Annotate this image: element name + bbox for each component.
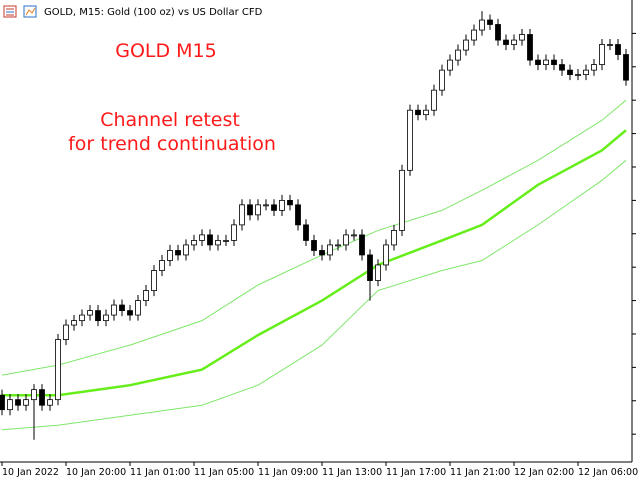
candle-body <box>439 69 445 91</box>
candle-body <box>591 64 597 71</box>
candle-body <box>335 244 341 247</box>
candle-body <box>407 109 413 171</box>
candle-body <box>263 204 269 207</box>
candle-body <box>415 109 421 116</box>
annotation: for trend continuation <box>68 133 276 155</box>
candle-body <box>487 19 493 25</box>
x-tick-label: 11 Jan 01:00 <box>130 467 190 478</box>
candle-body <box>79 314 85 322</box>
channel-line <box>1 99 627 376</box>
candle-body <box>527 34 533 61</box>
candle-body <box>567 69 573 75</box>
candle-body <box>607 44 613 46</box>
candle-body <box>111 304 117 316</box>
x-tick-label: 10 Jan 2022 <box>2 467 59 478</box>
x-tick-label: 11 Jan 09:00 <box>258 467 318 478</box>
candle-body <box>55 339 61 401</box>
candle-body <box>215 240 221 246</box>
candle-body <box>223 240 229 242</box>
candle-body <box>199 234 205 241</box>
candle-body <box>343 234 349 246</box>
candle-body <box>423 109 429 116</box>
candle-body <box>159 260 165 271</box>
candle-body <box>15 399 21 406</box>
candle-body <box>383 244 389 266</box>
candle-body <box>615 44 621 55</box>
candle-body <box>135 300 141 316</box>
candle-body <box>511 39 517 45</box>
channel-line <box>1 159 627 431</box>
x-tick-label: 12 Jan 06:00 <box>578 467 638 478</box>
candle-body <box>175 250 181 256</box>
x-tick-label: 11 Jan 05:00 <box>194 467 254 478</box>
x-tick-label: 10 Jan 20:00 <box>66 467 126 478</box>
candle-body <box>359 234 365 256</box>
candle-body <box>87 310 93 316</box>
candle-body <box>559 64 565 71</box>
candle-body <box>503 39 509 45</box>
candle-body <box>7 399 13 411</box>
x-tick-label: 11 Jan 21:00 <box>450 467 510 478</box>
channel-line <box>2 129 627 397</box>
x-tick-label: 12 Jan 02:00 <box>514 467 574 478</box>
candle-body <box>47 399 53 406</box>
candle-body <box>495 24 501 41</box>
candle-body <box>311 240 317 251</box>
candle-body <box>375 264 381 281</box>
candle-body <box>247 204 253 216</box>
candle-body <box>119 304 125 311</box>
candle-body <box>455 49 461 61</box>
candle-body <box>599 44 605 65</box>
candle-body <box>239 204 245 226</box>
candle-body <box>303 224 309 241</box>
candle-body <box>319 250 325 256</box>
candle-body <box>255 204 261 216</box>
candle-body <box>207 234 213 246</box>
candle-body <box>463 39 469 51</box>
candle-body <box>479 19 485 31</box>
candle-body <box>351 234 357 237</box>
candle-body <box>63 324 69 340</box>
candle-body <box>519 34 525 41</box>
candle-body <box>191 240 197 246</box>
candle-body <box>431 89 437 111</box>
candle-body <box>623 54 629 81</box>
annotation: GOLD M15 <box>115 40 217 62</box>
candle-body <box>127 310 133 316</box>
candle-body <box>271 204 277 211</box>
candle-body <box>575 74 581 76</box>
candle-body <box>279 199 285 211</box>
annotation: Channel retest <box>100 109 240 131</box>
candle-body <box>543 59 549 65</box>
candle-body <box>327 244 333 256</box>
candle-body <box>167 250 173 261</box>
chart-title: GOLD, M15: Gold (100 oz) vs US Dollar CF… <box>44 7 263 18</box>
candle-body <box>287 199 293 206</box>
candle-body <box>39 389 45 406</box>
x-tick-label: 11 Jan 13:00 <box>322 467 382 478</box>
candle-body <box>367 254 373 281</box>
header-icons <box>3 5 37 18</box>
x-tick-label: 11 Jan 17:00 <box>386 467 446 478</box>
candle-body <box>295 204 301 226</box>
candle-body <box>23 399 29 406</box>
candle-body <box>143 290 149 301</box>
candle-body <box>447 59 453 71</box>
candle-body <box>103 314 109 322</box>
candle-body <box>399 169 405 231</box>
candle-body <box>183 244 189 256</box>
candle-body <box>471 29 477 41</box>
candle-body <box>551 59 557 65</box>
candle-body <box>31 389 37 401</box>
candle-body <box>151 270 157 291</box>
candle-body <box>391 230 397 246</box>
candle-body <box>95 310 101 322</box>
candle-body <box>535 59 541 65</box>
candle-body <box>583 69 589 75</box>
candle-body <box>231 224 237 241</box>
candle-body <box>0 394 5 411</box>
candle-body <box>71 320 77 326</box>
